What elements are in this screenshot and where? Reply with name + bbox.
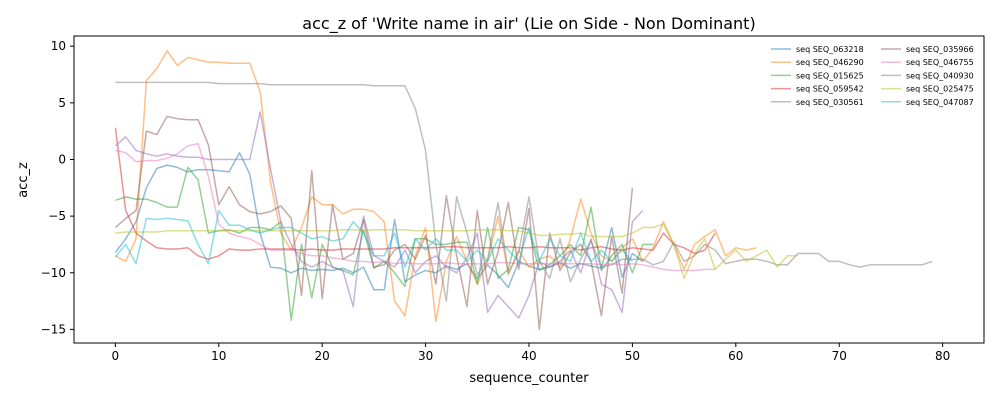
legend-label-5: seq SEQ_035966 <box>906 45 974 54</box>
series-line-5 <box>114 115 634 331</box>
legend-label-2: seq SEQ_015625 <box>796 71 864 80</box>
legend-label-0: seq SEQ_063218 <box>796 45 864 54</box>
series-line-9 <box>114 209 633 268</box>
x-tick-label-4: 40 <box>521 349 536 363</box>
x-tick-label-7: 70 <box>832 349 847 363</box>
series-line-6 <box>115 142 716 272</box>
chart-title: acc_z of 'Write name in air' (Lie on Sid… <box>302 14 755 34</box>
y-tick-label-0: −15 <box>41 322 66 336</box>
legend-label-7: seq SEQ_040930 <box>906 71 974 80</box>
series-line-3 <box>114 127 716 260</box>
x-tick-label-2: 20 <box>315 349 330 363</box>
x-tick-label-0: 0 <box>112 349 120 363</box>
series-layer <box>114 49 933 331</box>
x-tick-label-5: 50 <box>625 349 640 363</box>
y-axis-label: acc_z <box>16 162 31 198</box>
y-tick-label-4: 5 <box>58 96 66 110</box>
x-tick-label-3: 30 <box>418 349 433 363</box>
legend-label-9: seq SEQ_047087 <box>906 98 974 107</box>
legend-label-4: seq SEQ_030561 <box>796 98 864 107</box>
x-tick-label-8: 80 <box>935 349 950 363</box>
y-tick-label-5: 10 <box>51 39 66 53</box>
legend-label-6: seq SEQ_046755 <box>906 58 974 67</box>
series-line-1 <box>115 49 757 323</box>
legend-label-1: seq SEQ_046290 <box>796 58 864 67</box>
x-axis-label: sequence_counter <box>469 371 589 386</box>
legend-label-3: seq SEQ_059542 <box>796 85 864 94</box>
y-tick-label-3: 0 <box>58 152 66 166</box>
legend-label-8: seq SEQ_025475 <box>906 85 974 94</box>
x-tick-label-6: 60 <box>728 349 743 363</box>
y-tick-label-1: −10 <box>41 266 66 280</box>
series-line-8 <box>115 223 798 280</box>
x-tick-label-1: 10 <box>211 349 226 363</box>
y-tick-label-2: −5 <box>48 209 66 223</box>
axes-layer: 0 10 20 30 40 50 60 70 80 −15 −10 −5 0 5 10 <box>41 35 985 363</box>
